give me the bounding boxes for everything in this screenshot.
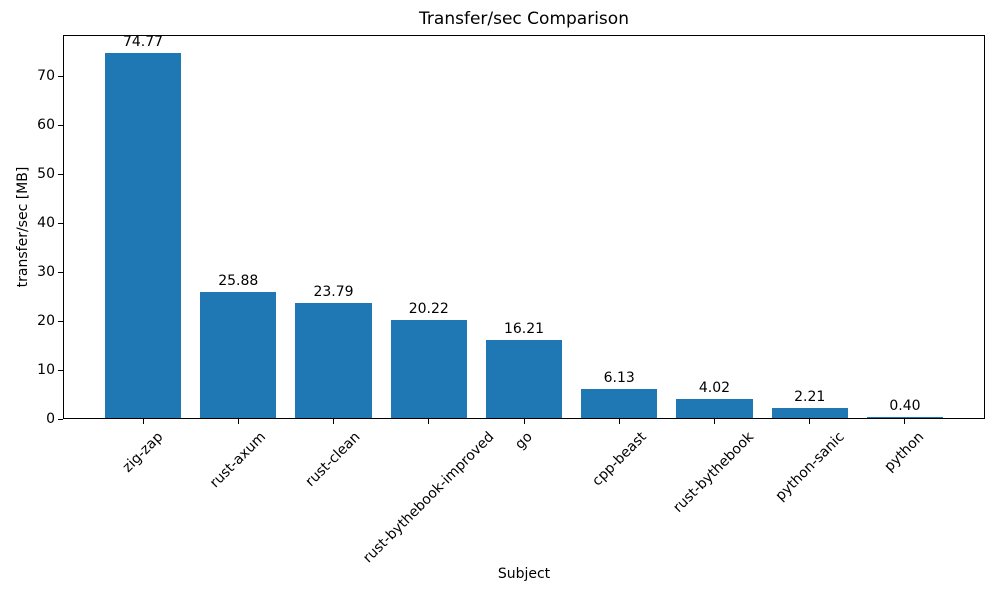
x-axis-label: Subject [497, 566, 551, 582]
y-tick-label: 40 [37, 214, 55, 231]
x-tick-label: rust-bythebook [670, 429, 758, 516]
x-tick-mark [237, 419, 239, 424]
y-tick-mark [58, 320, 63, 322]
x-tick-label: cpp-beast [588, 429, 650, 490]
y-tick-mark [58, 418, 63, 420]
bar-value-label: 16.21 [503, 320, 545, 337]
y-tick-mark [58, 222, 63, 224]
x-tick-mark [333, 419, 334, 424]
x-tick-mark [523, 419, 525, 424]
bar-value-label: 23.79 [313, 283, 354, 300]
y-tick-mark [58, 369, 63, 371]
y-tick-label: 50 [37, 165, 55, 182]
bar-value-label: 20.22 [408, 301, 449, 318]
bar-value-label: 2.21 [794, 389, 826, 406]
bar [295, 302, 372, 419]
bar-value-label: 25.88 [218, 273, 259, 290]
bar [390, 320, 467, 419]
bar-value-label: 74.77 [122, 34, 164, 51]
x-tick-mark [904, 419, 906, 424]
y-tick-label: 20 [37, 312, 55, 329]
bar-value-label: 4.02 [698, 380, 731, 397]
y-tick-mark [58, 271, 63, 273]
bar [581, 389, 658, 419]
x-tick-mark [142, 419, 144, 424]
x-tick-mark [428, 419, 430, 424]
bar-value-label: 0.40 [889, 398, 921, 415]
y-tick-label: 70 [37, 68, 55, 85]
x-tick-label: rust-axum [206, 429, 269, 492]
bar [104, 53, 182, 419]
x-tick-label: python [881, 429, 928, 475]
y-tick-label: 0 [46, 410, 55, 427]
y-tick-mark [58, 173, 63, 175]
chart-title: Transfer/sec Comparison [419, 9, 629, 29]
y-tick-label: 10 [37, 361, 55, 378]
x-tick-label: zig-zap [119, 429, 166, 476]
x-tick-mark [809, 419, 811, 424]
x-tick-label: rust-bythebook-improved [359, 429, 498, 567]
x-tick-mark [618, 419, 620, 424]
x-tick-label: rust-clean [302, 429, 364, 490]
bar [676, 399, 753, 419]
x-tick-label: python-sanic [772, 429, 848, 505]
bar-value-label: 6.13 [603, 370, 635, 386]
bar [771, 408, 848, 419]
x-tick-label: go [512, 429, 536, 453]
y-tick-label: 30 [37, 263, 55, 280]
y-tick-mark [58, 76, 63, 78]
y-tick-mark [58, 124, 63, 126]
bar [485, 339, 563, 419]
y-tick-label: 60 [37, 116, 55, 133]
x-tick-mark [713, 419, 715, 424]
bar [200, 292, 277, 419]
